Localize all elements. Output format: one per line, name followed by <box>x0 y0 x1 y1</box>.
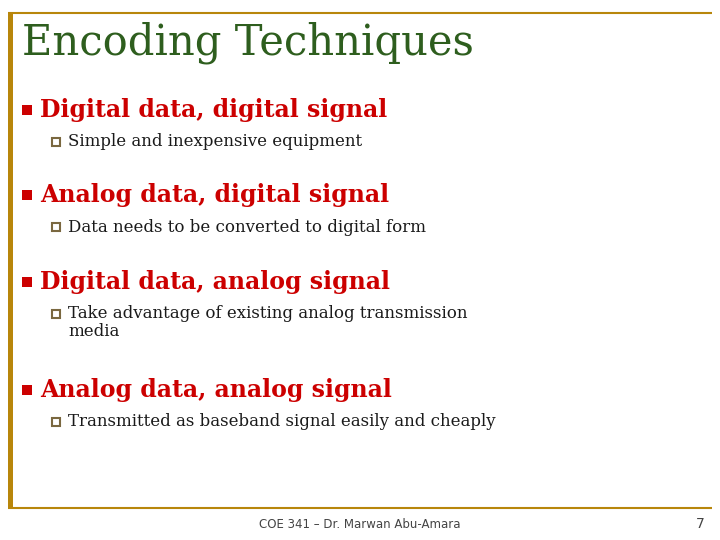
Bar <box>22 190 32 200</box>
Text: Digital data, analog signal: Digital data, analog signal <box>40 270 390 294</box>
Text: COE 341 – Dr. Marwan Abu-Amara: COE 341 – Dr. Marwan Abu-Amara <box>259 517 461 530</box>
Text: Encoding Techniques: Encoding Techniques <box>22 22 474 64</box>
Text: Data needs to be converted to digital form: Data needs to be converted to digital fo… <box>68 219 426 235</box>
Text: Transmitted as baseband signal easily and cheaply: Transmitted as baseband signal easily an… <box>68 414 495 430</box>
Text: 7: 7 <box>696 517 705 531</box>
Bar <box>22 385 32 395</box>
Text: media: media <box>68 323 120 341</box>
Text: Analog data, analog signal: Analog data, analog signal <box>40 378 392 402</box>
Bar <box>52 223 60 231</box>
Text: Analog data, digital signal: Analog data, digital signal <box>40 183 389 207</box>
Bar <box>22 277 32 287</box>
Text: Take advantage of existing analog transmission: Take advantage of existing analog transm… <box>68 306 467 322</box>
Bar <box>8 13 13 508</box>
Bar <box>22 105 32 115</box>
Text: Digital data, digital signal: Digital data, digital signal <box>40 98 387 122</box>
Text: Simple and inexpensive equipment: Simple and inexpensive equipment <box>68 133 362 151</box>
Bar <box>52 138 60 146</box>
Bar <box>52 418 60 426</box>
Bar <box>52 310 60 318</box>
